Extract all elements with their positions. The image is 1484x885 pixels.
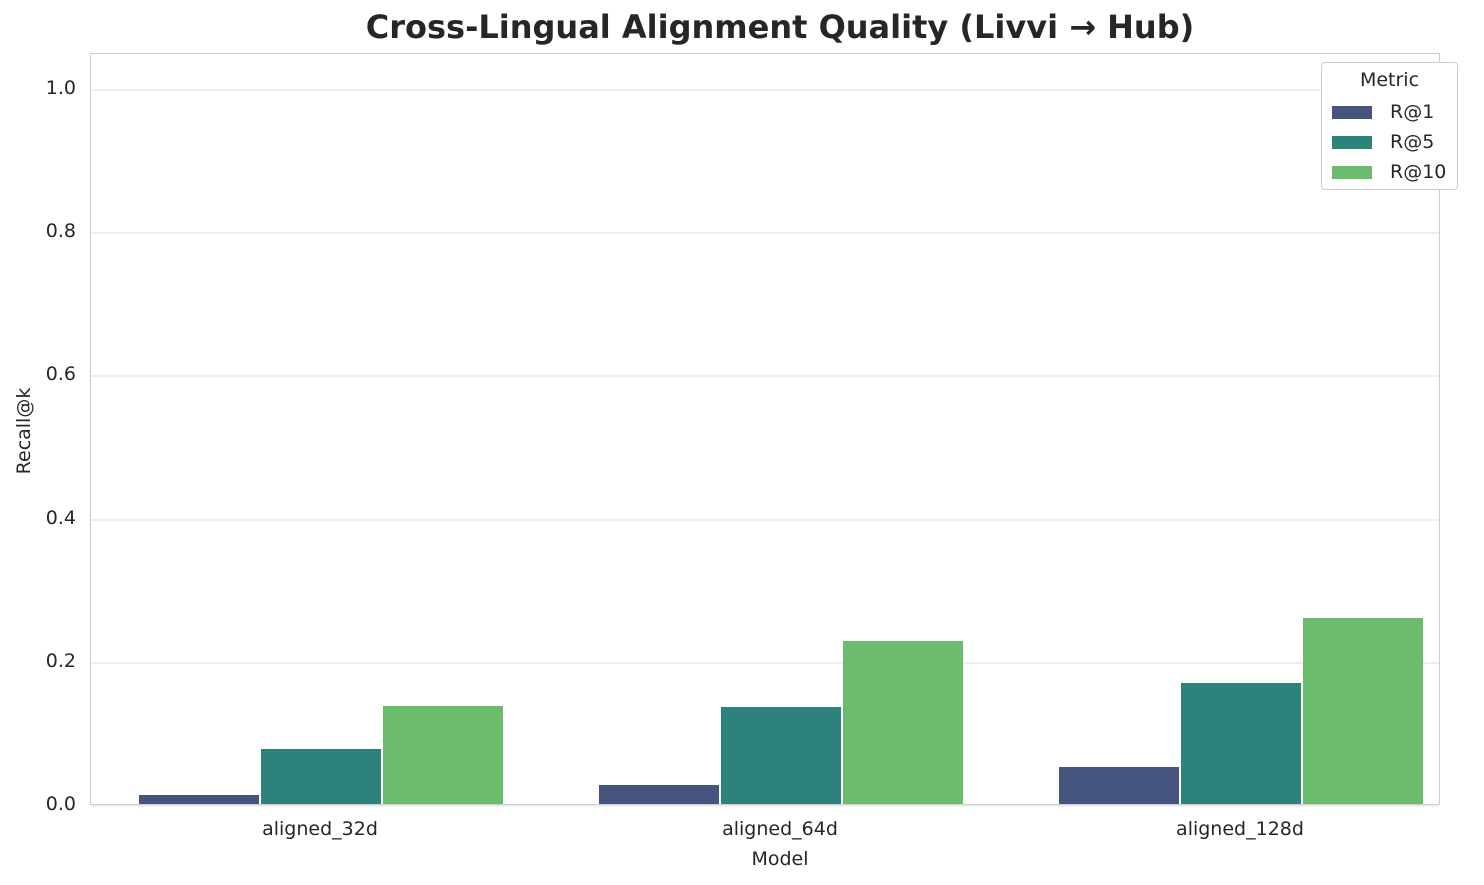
legend-label: R@10 [1390,161,1447,183]
plot-area [90,53,1440,807]
x-axis-label: Model [751,848,809,870]
bar-r1-aligned_64d [599,784,719,804]
x-tick-label: aligned_64d [722,818,838,840]
y-tick-label: 0.4 [45,506,76,529]
y-tick-label: 0.0 [45,793,76,815]
gridline [91,232,1439,235]
bar-r5-aligned_64d [721,707,841,804]
y-tick-label: 0.2 [45,649,76,672]
gridline [91,805,1439,807]
y-tick-label: 0.8 [45,220,76,243]
legend-swatch-r1 [1332,105,1372,119]
x-tick-label: aligned_128d [1176,818,1304,840]
legend-item-r10: R@10 [1332,160,1446,184]
legend-item-r5: R@5 [1332,130,1434,154]
legend-item-r1: R@1 [1332,100,1434,124]
bar-r5-aligned_128d [1181,683,1301,804]
legend-label: R@5 [1390,131,1435,153]
y-axis-label: Recall@k [13,387,35,475]
gridline [91,661,1439,664]
y-tick-label: 0.6 [45,363,76,386]
bar-r1-aligned_32d [139,794,259,804]
gridline [91,375,1439,378]
legend-swatch-r5 [1332,135,1372,149]
bar-r5-aligned_32d [261,748,381,804]
legend-title: Metric [1359,69,1420,91]
bar-r10-aligned_32d [383,705,503,804]
y-tick-label: 1.0 [45,77,76,99]
chart-title: Cross-Lingual Alignment Quality (Livvi →… [365,8,1195,46]
x-tick-label: aligned_32d [262,818,378,840]
legend-label: R@1 [1390,101,1435,123]
bar-r10-aligned_64d [843,640,963,804]
legend: Metric R@1 R@5 R@10 [1321,62,1458,190]
bar-r10-aligned_128d [1303,617,1423,804]
bar-r1-aligned_128d [1059,766,1179,804]
gridline [91,89,1439,91]
legend-swatch-r10 [1332,165,1372,179]
gridline [91,518,1439,521]
